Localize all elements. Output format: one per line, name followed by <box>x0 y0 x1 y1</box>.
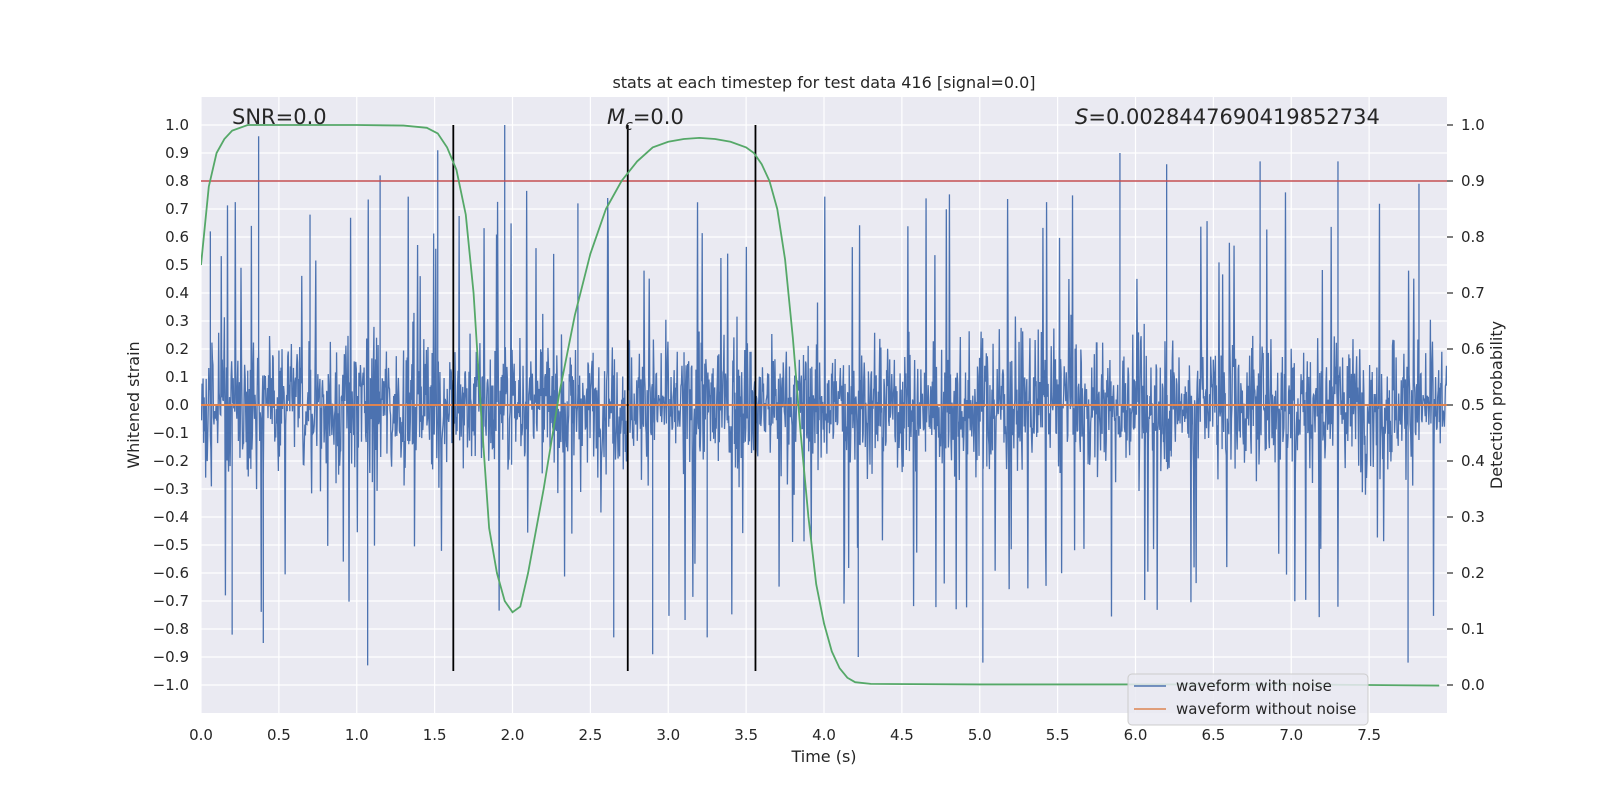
y-tick-label: −0.3 <box>153 480 189 498</box>
x-tick-label: 1.0 <box>345 726 369 744</box>
x-tick-label: 7.5 <box>1357 726 1381 744</box>
y-axis-title: Whitened strain <box>124 341 143 468</box>
y-tick-label: 0.4 <box>165 284 189 302</box>
detection-probability-line <box>201 124 1440 687</box>
y-tick-label: 0.7 <box>165 200 189 218</box>
y2-tick-label: 0.4 <box>1461 452 1485 470</box>
y-tick-label: 0.0 <box>165 396 189 414</box>
y-tick-label: −0.2 <box>153 452 189 470</box>
y2-tick-label: 0.3 <box>1461 508 1485 526</box>
mc-subscript: c <box>625 118 633 134</box>
x-tick-label: 0.0 <box>189 726 213 744</box>
x-axis-title: Time (s) <box>790 747 856 766</box>
x-tick-label: 2.0 <box>501 726 525 744</box>
y2-tick-label: 0.9 <box>1461 172 1485 190</box>
y-tick-label: −1.0 <box>153 676 189 694</box>
y2-tick-label: 0.0 <box>1461 676 1485 694</box>
x-tick-label: 6.0 <box>1124 726 1148 744</box>
y-tick-label: −0.9 <box>153 648 189 666</box>
x-tick-label: 2.5 <box>578 726 602 744</box>
y-tick-label: −0.7 <box>153 592 189 610</box>
x-tick-label: 1.5 <box>423 726 447 744</box>
x-tick-label: 4.5 <box>890 726 914 744</box>
y-tick-label: 1.0 <box>165 116 189 134</box>
x-tick-label: 7.0 <box>1279 726 1303 744</box>
y2-tick-label: 0.5 <box>1461 396 1485 414</box>
x-tick-label: 3.5 <box>734 726 758 744</box>
legend: waveform with noise waveform without noi… <box>1127 673 1369 726</box>
y-tick-label: −0.4 <box>153 508 189 526</box>
y-tick-label: 0.9 <box>165 144 189 162</box>
snr-annotation: SNR=0.0 <box>232 105 327 129</box>
y2-tick-label: 0.7 <box>1461 284 1485 302</box>
legend-box <box>1127 673 1369 726</box>
y-tick-label: −0.8 <box>153 620 189 638</box>
mc-symbol: M <box>607 105 625 129</box>
y-tick-label: 0.3 <box>165 312 189 330</box>
x-tick-label: 6.5 <box>1201 726 1225 744</box>
y-tick-label: 0.6 <box>165 228 189 246</box>
x-tick-label: 5.0 <box>968 726 992 744</box>
x-tick-label: 3.0 <box>656 726 680 744</box>
y2-tick-label: 0.6 <box>1461 340 1485 358</box>
y-tick-label: 0.8 <box>165 172 189 190</box>
y2-tick-label: 1.0 <box>1461 116 1485 134</box>
mc-value: =0.0 <box>633 105 684 129</box>
s-symbol: S <box>1075 105 1088 129</box>
y2-tick-label: 0.8 <box>1461 228 1485 246</box>
y-tick-label: 0.5 <box>165 256 189 274</box>
x-tick-label: 0.5 <box>267 726 291 744</box>
chart-title: stats at each timestep for test data 416… <box>612 73 1035 92</box>
y-tick-label: 0.1 <box>165 368 189 386</box>
plot-area <box>201 124 1447 687</box>
y2-tick-label: 0.2 <box>1461 564 1485 582</box>
y-tick-label: −0.5 <box>153 536 189 554</box>
x-tick-label: 4.0 <box>812 726 836 744</box>
data-layer <box>201 124 1447 687</box>
y-tick-label: −0.6 <box>153 564 189 582</box>
s-annotation: S=0.0028447690419852734 <box>1075 105 1380 129</box>
s-value: =0.0028447690419852734 <box>1088 105 1380 129</box>
y-tick-label: −0.1 <box>153 424 189 442</box>
noisy-waveform-line <box>201 125 1447 666</box>
x-tick-label: 5.5 <box>1046 726 1070 744</box>
legend-label-clean: waveform without noise <box>1176 700 1356 718</box>
y-tick-label: 0.2 <box>165 340 189 358</box>
y2-axis-title: Detection probability <box>1487 321 1506 489</box>
y2-tick-label: 0.1 <box>1461 620 1485 638</box>
legend-label-noise: waveform with noise <box>1176 677 1332 695</box>
mc-annotation: Mc=0.0 <box>607 105 684 134</box>
ticks-layer: 0.0 0.5 1.0 1.5 2.0 2.5 3.0 3.5 4.0 4.5 5.0 5.5 6.0 6… <box>153 116 1485 744</box>
